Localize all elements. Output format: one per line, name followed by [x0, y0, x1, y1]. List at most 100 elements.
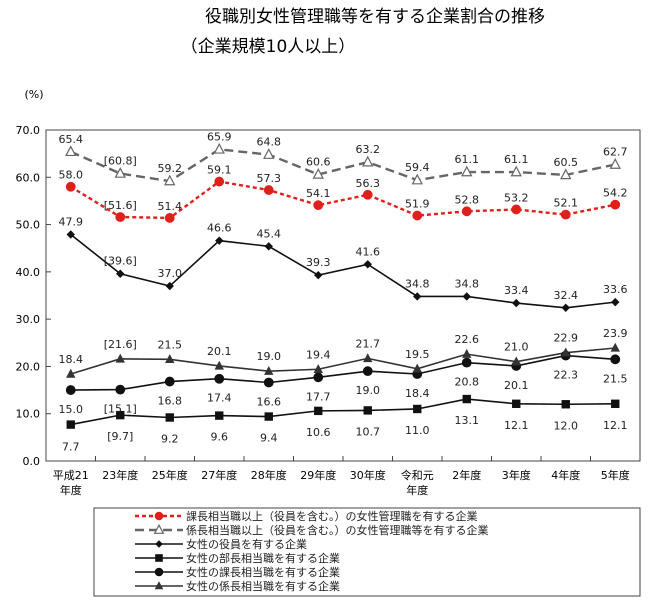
data-label: 59.2 [158, 162, 183, 175]
data-label: 20.1 [207, 345, 232, 358]
data-point [154, 511, 164, 521]
data-label: 12.1 [603, 419, 628, 432]
data-point [461, 165, 473, 177]
data-point [214, 373, 225, 384]
legend-label: 女性の課長相当職を有する企業 [186, 565, 340, 579]
data-point [264, 412, 273, 421]
data-label: 20.1 [504, 379, 529, 392]
data-point [411, 173, 423, 185]
data-point [511, 356, 521, 366]
y-axis: 0.0 10.0 20.0 30.0 40.0 50.0 60.0 70.0 [16, 124, 51, 468]
data-label: 18.4 [59, 353, 84, 366]
series-line [70, 347, 616, 375]
data-label: 12.0 [554, 419, 579, 432]
data-point [412, 363, 422, 373]
data-label: 54.2 [603, 187, 628, 200]
data-point [165, 281, 174, 291]
x-tick-label: 29年度 [300, 468, 336, 482]
data-point [115, 353, 125, 363]
data-label: 60.6 [306, 155, 331, 168]
data-point [155, 540, 163, 548]
data-label: 52.8 [455, 193, 480, 206]
data-label: 51.4 [158, 200, 183, 213]
data-label: 63.2 [356, 143, 381, 156]
data-label: 52.1 [554, 197, 579, 210]
data-point [510, 165, 522, 177]
data-label: 22.6 [455, 333, 480, 346]
data-label: 16.6 [257, 396, 282, 409]
data-label: [9.7] [107, 430, 133, 443]
data-point [215, 411, 224, 420]
y-tick-label: 30.0 [16, 313, 41, 326]
data-label: 18.4 [405, 387, 430, 400]
data-point [116, 410, 125, 420]
data-point [263, 148, 275, 159]
data-label: 53.2 [504, 191, 529, 204]
data-label: 34.8 [405, 277, 430, 290]
data-point [114, 167, 126, 178]
data-point [65, 385, 76, 395]
data-point [461, 206, 472, 217]
y-tick-label: 40.0 [16, 266, 41, 279]
data-point [413, 404, 422, 414]
data-point [611, 399, 620, 408]
data-point [263, 185, 274, 195]
data-label: 58.0 [59, 169, 84, 182]
data-point [214, 360, 224, 370]
data-point [65, 181, 76, 192]
data-point [511, 204, 522, 215]
data-point [412, 210, 423, 221]
series-line [70, 398, 616, 426]
data-point [313, 372, 324, 383]
data-label: 37.0 [158, 267, 183, 280]
data-label: 34.8 [455, 277, 480, 290]
data-point [610, 342, 620, 352]
data-point [611, 297, 620, 307]
data-point [66, 420, 75, 429]
data-point [165, 413, 174, 422]
data-label: 39.3 [306, 256, 331, 269]
x-tick-label: 5年度 [601, 468, 630, 482]
y-unit-label: (%) [24, 88, 43, 101]
data-label: 13.1 [455, 414, 480, 427]
data-point [154, 581, 164, 590]
data-point [313, 200, 324, 211]
data-point [153, 523, 165, 534]
data-point [362, 155, 374, 167]
data-point [512, 298, 521, 308]
data-point [213, 142, 225, 154]
data-point [561, 400, 570, 409]
series-line [70, 354, 616, 391]
series-line [70, 180, 616, 220]
data-label: [39.6] [104, 255, 137, 268]
data-point [561, 347, 571, 357]
data-label: 56.3 [356, 177, 381, 190]
data-point [314, 406, 323, 416]
data-label: 17.4 [207, 392, 232, 405]
data-label: 9.4 [260, 432, 278, 445]
data-label: 16.8 [158, 395, 183, 408]
data-label: 59.4 [405, 161, 430, 174]
data-point [560, 209, 571, 220]
data-point [165, 354, 175, 364]
data-label: 17.7 [306, 390, 331, 403]
data-label: [51.6] [104, 199, 137, 212]
data-label: 61.1 [455, 153, 480, 166]
data-label: 47.9 [59, 216, 84, 229]
legend-box [93, 507, 641, 597]
chart-subtitle: （企業規模10人以上） [181, 37, 356, 57]
data-labels: 58.0 [51.6] 51.4 59.1 57.3 54.1 56.3 51.9 52.8 53… [59, 130, 628, 453]
series-markers [65, 142, 621, 429]
x-tick-label: 令和元 [401, 468, 434, 482]
data-point [214, 176, 225, 187]
data-label: 19.0 [356, 384, 381, 397]
x-tick-label: 年度 [406, 483, 428, 497]
data-point [66, 368, 76, 378]
x-tick-label: 28年度 [251, 468, 287, 482]
data-label: 20.8 [455, 376, 480, 389]
data-point [164, 174, 176, 186]
data-label: 11.0 [405, 424, 430, 437]
data-label: [60.8] [104, 155, 137, 168]
data-label: 10.7 [356, 425, 381, 438]
